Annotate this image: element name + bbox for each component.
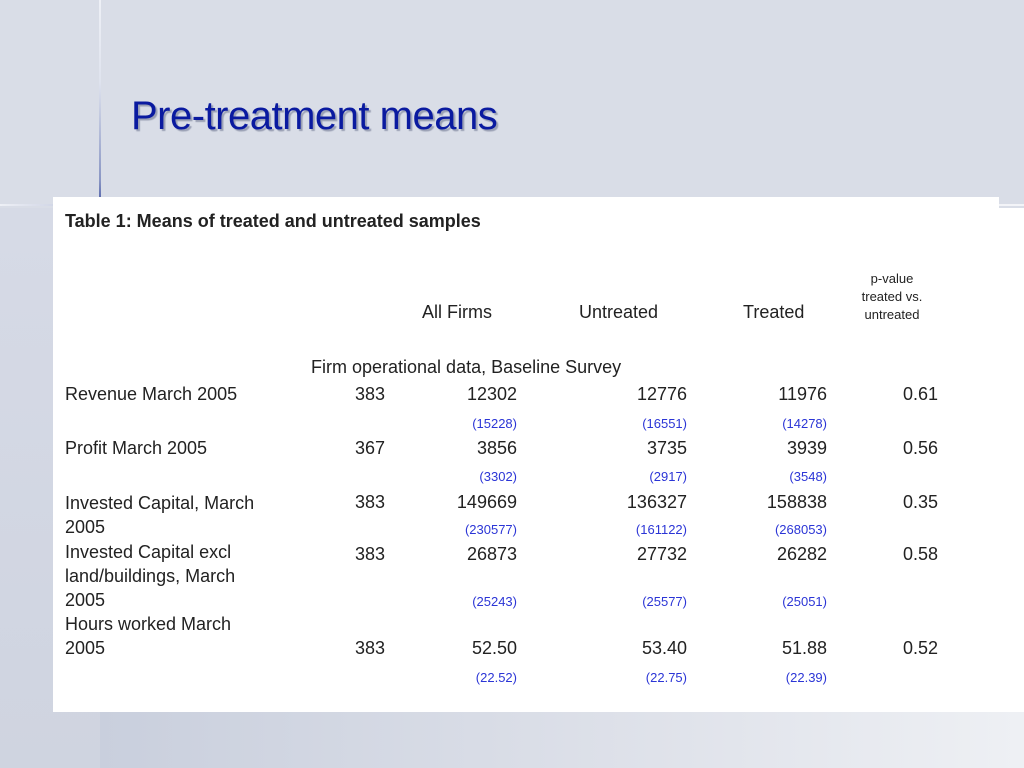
- cell-n: 367: [354, 438, 385, 458]
- cell-sd-all-firms: (22.52): [475, 670, 517, 685]
- row-label: 2005: [65, 590, 106, 610]
- cell-untreated: 12776: [636, 384, 687, 404]
- cell-untreated: 53.40: [641, 638, 687, 658]
- cell-treated: 158838: [766, 492, 827, 512]
- table-image-panel-edge: [999, 208, 1024, 712]
- row-label: Invested Capital, March: [65, 493, 255, 513]
- section-label: Firm operational data, Baseline Survey: [311, 357, 622, 377]
- row-label: 2005: [65, 517, 106, 537]
- header-untreated: Untreated: [579, 302, 659, 322]
- row-label: Revenue March 2005: [65, 384, 238, 404]
- cell-sd-untreated: (2917): [649, 469, 687, 484]
- cell-treated: 51.88: [781, 638, 827, 658]
- cell-pvalue: 0.58: [902, 544, 938, 564]
- cell-sd-all-firms: (15228): [472, 416, 517, 431]
- cell-untreated: 27732: [636, 544, 687, 564]
- cell-sd-untreated: (22.75): [645, 670, 687, 685]
- cell-sd-treated: (14278): [782, 416, 827, 431]
- cell-sd-untreated: (161122): [635, 522, 687, 537]
- cell-n: 383: [354, 384, 385, 404]
- cell-sd-all-firms: (25243): [472, 594, 517, 609]
- header-pvalue: p-value treated vs. untreated: [842, 270, 942, 324]
- row-label: Hours worked March: [65, 614, 232, 634]
- row-label: Invested Capital excl: [65, 542, 232, 562]
- cell-treated: 11976: [778, 384, 827, 404]
- header-treated: Treated: [743, 302, 805, 322]
- cell-sd-all-firms: (3302): [479, 469, 517, 484]
- cell-pvalue: 0.56: [902, 438, 938, 458]
- row-label: land/buildings, March: [65, 566, 236, 586]
- decorative-vertical-rule: [99, 0, 101, 205]
- cell-all-firms: 26873: [466, 544, 517, 564]
- cell-sd-all-firms: (230577): [464, 522, 517, 537]
- cell-n: 383: [354, 544, 385, 564]
- cell-sd-treated: (25051): [782, 594, 827, 609]
- slide-title: Pre-treatment means: [131, 94, 498, 138]
- table-caption: Table 1: Means of treated and untreated …: [65, 211, 481, 231]
- cell-n: 383: [354, 638, 385, 658]
- cell-sd-untreated: (16551): [642, 416, 687, 431]
- cell-all-firms: 3856: [476, 438, 517, 458]
- cell-sd-untreated: (25577): [642, 594, 687, 609]
- cell-untreated: 3735: [646, 438, 687, 458]
- cell-treated: 26282: [776, 544, 827, 564]
- cell-untreated: 136327: [626, 492, 687, 512]
- cell-all-firms: 52.50: [471, 638, 517, 658]
- row-label: Profit March 2005: [65, 438, 208, 458]
- slide-header-background: [0, 0, 1024, 208]
- cell-sd-treated: (22.39): [785, 670, 827, 685]
- cell-sd-treated: (268053): [774, 522, 827, 537]
- header-all-firms: All Firms: [422, 302, 492, 322]
- header-pvalue-line: p-value: [870, 271, 914, 286]
- row-label: 2005: [65, 638, 106, 658]
- cell-all-firms: 12302: [466, 384, 517, 404]
- cell-n: 383: [354, 492, 385, 512]
- cell-all-firms: 149669: [456, 492, 517, 512]
- cell-pvalue: 0.35: [902, 492, 938, 512]
- table-image-panel: [53, 197, 999, 712]
- cell-pvalue: 0.61: [902, 384, 938, 404]
- cell-sd-treated: (3548): [789, 469, 827, 484]
- cell-treated: 3939: [786, 438, 827, 458]
- header-pvalue-line: treated vs.: [861, 289, 923, 304]
- header-pvalue-line: untreated: [864, 307, 920, 322]
- slide-footer-band: [100, 712, 1024, 768]
- cell-pvalue: 0.52: [902, 638, 938, 658]
